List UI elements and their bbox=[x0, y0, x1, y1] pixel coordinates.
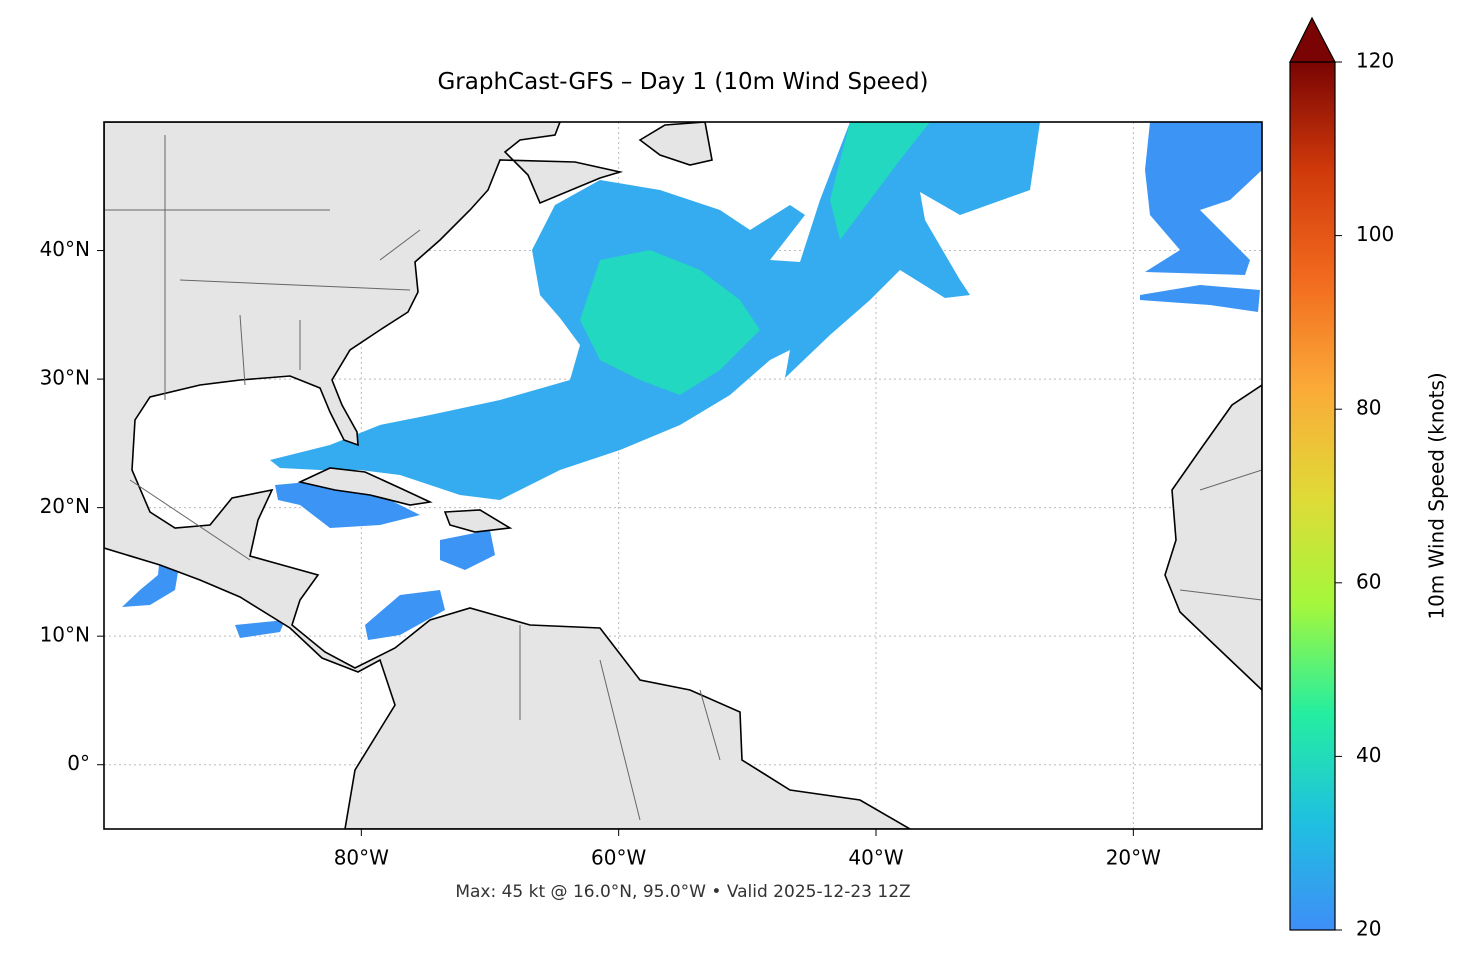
map-frame bbox=[103, 121, 1263, 830]
colorbar-tick-label: 20 bbox=[1356, 917, 1381, 941]
colorbar-extend bbox=[1289, 16, 1336, 63]
y-tick-label: 40°N bbox=[40, 237, 90, 261]
grid bbox=[104, 122, 1262, 829]
y-tick-label: 30°N bbox=[40, 366, 90, 390]
colorbar-tick-label: 60 bbox=[1356, 569, 1381, 593]
x-tick-label: 40°W bbox=[848, 846, 903, 870]
land-africa bbox=[1164, 384, 1262, 692]
map-title: GraphCast-GFS – Day 1 (10m Wind Speed) bbox=[437, 69, 928, 95]
axis-ticks: 80°W 60°W 40°W 20°W 0° 10°N 20°N 30°N 40°N bbox=[40, 237, 1162, 869]
y-tick-label: 0° bbox=[67, 751, 90, 775]
wind-region bbox=[1140, 285, 1260, 312]
wind-region bbox=[275, 480, 420, 528]
wind-core bbox=[830, 122, 930, 240]
colorbar-tick-label: 40 bbox=[1356, 743, 1381, 767]
colorbar-tick-label: 120 bbox=[1356, 49, 1394, 73]
wind-region bbox=[122, 555, 180, 607]
borders bbox=[104, 135, 1262, 821]
x-tick-label: 20°W bbox=[1106, 846, 1161, 870]
colorbar-tick-label: 80 bbox=[1356, 396, 1381, 420]
wind-core bbox=[580, 250, 760, 395]
land-hispaniola bbox=[443, 509, 513, 533]
wind-region bbox=[365, 590, 445, 640]
y-tick-label: 10°N bbox=[40, 623, 90, 647]
colorbar: 10m Wind Speed (knots) 20 40 60 80 100 120 bbox=[1289, 16, 1449, 941]
x-tick-label: 80°W bbox=[334, 846, 389, 870]
wind-region bbox=[440, 530, 495, 570]
land-americas bbox=[104, 122, 912, 829]
land-cuba bbox=[297, 467, 433, 506]
map-area bbox=[104, 122, 1262, 829]
x-tick-label: 60°W bbox=[591, 846, 646, 870]
wind-region bbox=[235, 620, 285, 638]
wind-region bbox=[1145, 122, 1262, 275]
y-tick-label: 20°N bbox=[40, 494, 90, 518]
wind-field bbox=[122, 122, 1262, 640]
colorbar-tick-label: 100 bbox=[1356, 222, 1394, 246]
land-newfoundland bbox=[638, 122, 713, 166]
colorbar-scale bbox=[1289, 61, 1336, 931]
footer-note: Max: 45 kt @ 16.0°N, 95.0°W • Valid 2025… bbox=[455, 882, 910, 902]
colorbar-label: 10m Wind Speed (knots) bbox=[1425, 372, 1449, 619]
